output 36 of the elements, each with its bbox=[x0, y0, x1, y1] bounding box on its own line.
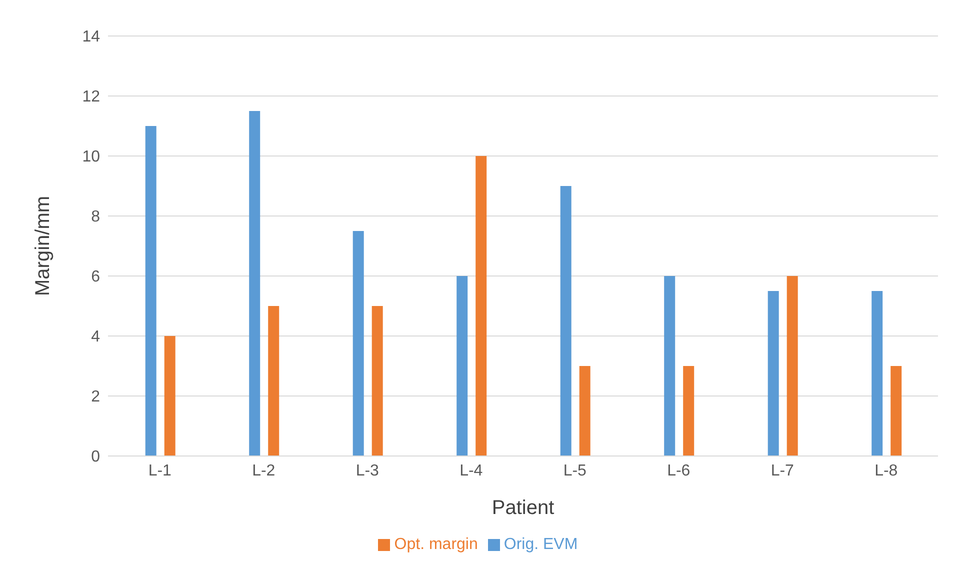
x-tick-label: L-2 bbox=[252, 462, 276, 480]
bar bbox=[145, 126, 156, 456]
x-tick-label: L-6 bbox=[667, 462, 690, 480]
y-tick-label: 4 bbox=[91, 328, 100, 346]
y-tick-label: 14 bbox=[82, 28, 100, 46]
legend-label: Orig. EVM bbox=[504, 536, 578, 553]
bar bbox=[372, 306, 383, 456]
bar bbox=[579, 366, 590, 456]
bar bbox=[352, 231, 364, 456]
x-tick-label: L-1 bbox=[148, 462, 172, 480]
x-tick-label: L-8 bbox=[874, 462, 898, 480]
x-tick-label: L-4 bbox=[460, 462, 483, 480]
y-tick-label: 12 bbox=[82, 88, 100, 106]
y-tick-label: 2 bbox=[91, 388, 100, 406]
bar bbox=[456, 276, 468, 456]
legend-label: Opt. margin bbox=[394, 536, 478, 553]
bar bbox=[768, 291, 779, 456]
x-axis-title: Patient bbox=[492, 497, 555, 519]
y-tick-label: 6 bbox=[91, 268, 100, 286]
y-tick-label: 0 bbox=[91, 448, 100, 466]
bar bbox=[786, 276, 798, 456]
bar bbox=[476, 156, 487, 456]
bar bbox=[683, 366, 694, 456]
y-axis-title: Margin/mm bbox=[32, 196, 54, 296]
y-tick-label: 10 bbox=[82, 148, 100, 166]
bar bbox=[560, 186, 572, 456]
bar bbox=[268, 306, 280, 456]
bar bbox=[872, 291, 883, 456]
bar bbox=[249, 111, 260, 456]
x-tick-label: L-5 bbox=[563, 462, 587, 480]
bar bbox=[890, 366, 902, 456]
y-tick-label: 8 bbox=[91, 208, 100, 226]
x-tick-label: L-3 bbox=[356, 462, 380, 480]
bar bbox=[664, 276, 676, 456]
bar bbox=[164, 336, 176, 456]
x-tick-label: L-7 bbox=[770, 462, 794, 480]
